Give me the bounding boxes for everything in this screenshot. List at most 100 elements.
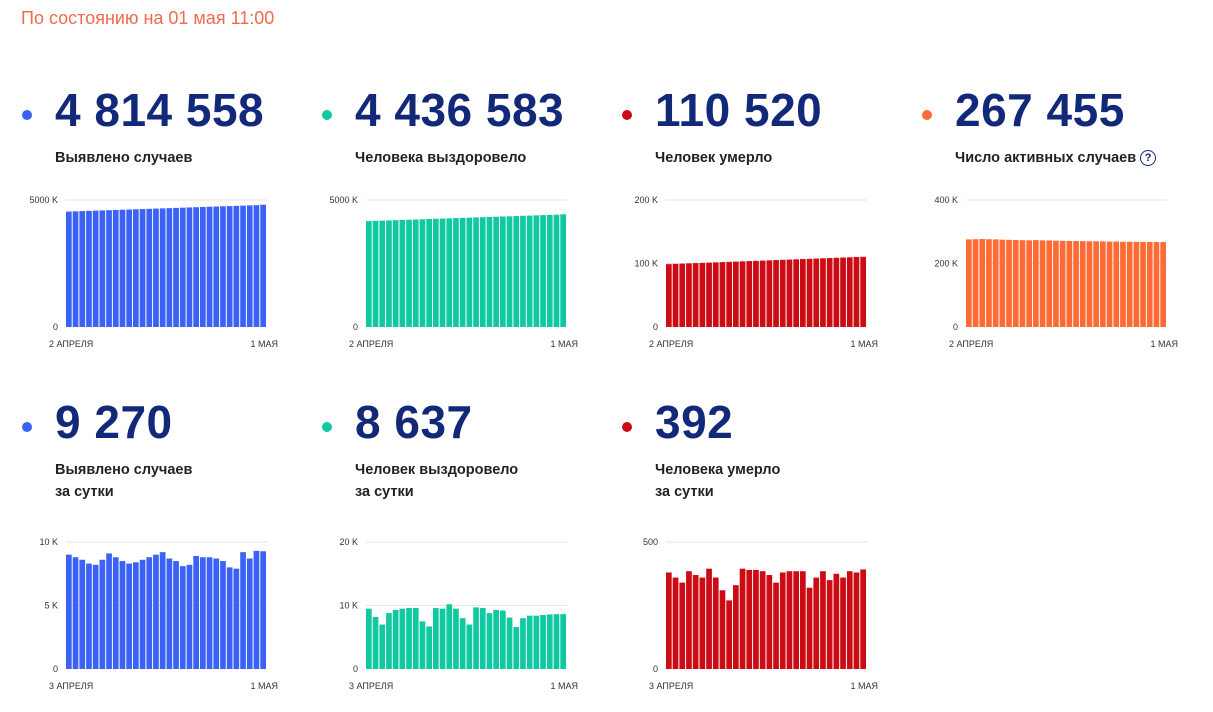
bar[interactable]: [1033, 240, 1039, 327]
bar[interactable]: [520, 618, 526, 669]
bar[interactable]: [699, 577, 706, 669]
bar[interactable]: [679, 263, 686, 327]
bar[interactable]: [826, 258, 833, 327]
bar[interactable]: [672, 577, 679, 669]
bar[interactable]: [520, 215, 526, 327]
bar[interactable]: [800, 259, 806, 327]
bar[interactable]: [79, 211, 86, 327]
bar[interactable]: [1086, 241, 1093, 327]
bar[interactable]: [726, 600, 732, 669]
bar[interactable]: [1153, 242, 1160, 327]
bar[interactable]: [806, 587, 813, 669]
bar[interactable]: [99, 210, 106, 327]
bar[interactable]: [139, 559, 146, 669]
bar[interactable]: [473, 607, 479, 669]
bar[interactable]: [706, 568, 712, 669]
bar[interactable]: [213, 558, 220, 669]
bar[interactable]: [726, 261, 732, 327]
bar[interactable]: [92, 210, 99, 327]
bar[interactable]: [139, 209, 146, 327]
bar[interactable]: [220, 561, 226, 669]
bar[interactable]: [133, 209, 139, 327]
bar[interactable]: [979, 239, 986, 327]
bar[interactable]: [119, 209, 126, 327]
bar[interactable]: [699, 262, 706, 327]
bar[interactable]: [746, 261, 753, 327]
bar[interactable]: [146, 557, 153, 669]
bar[interactable]: [366, 221, 372, 327]
bar[interactable]: [446, 218, 453, 327]
bar[interactable]: [1046, 240, 1053, 327]
bar[interactable]: [260, 551, 266, 669]
bar[interactable]: [1133, 241, 1140, 327]
bar[interactable]: [986, 239, 992, 327]
bar[interactable]: [553, 214, 560, 327]
bar[interactable]: [159, 552, 166, 669]
bar[interactable]: [392, 220, 399, 327]
bar[interactable]: [853, 257, 860, 327]
bar[interactable]: [253, 550, 260, 669]
bar[interactable]: [546, 214, 553, 327]
bar[interactable]: [733, 585, 739, 669]
bar[interactable]: [692, 575, 699, 669]
bar[interactable]: [486, 613, 493, 669]
bar[interactable]: [399, 608, 406, 669]
bar[interactable]: [712, 577, 719, 669]
bar[interactable]: [500, 610, 506, 669]
bar[interactable]: [493, 609, 499, 669]
bar[interactable]: [706, 262, 712, 327]
bar[interactable]: [779, 572, 786, 669]
bar[interactable]: [540, 215, 546, 327]
bar[interactable]: [99, 559, 106, 669]
bar[interactable]: [560, 214, 566, 327]
bar[interactable]: [999, 239, 1006, 327]
bar[interactable]: [666, 264, 672, 327]
bar[interactable]: [513, 216, 520, 327]
bar[interactable]: [72, 557, 79, 669]
bar[interactable]: [166, 208, 173, 327]
bar[interactable]: [466, 624, 473, 669]
bar[interactable]: [453, 218, 459, 327]
bar[interactable]: [379, 220, 386, 327]
bar[interactable]: [453, 608, 459, 669]
bar[interactable]: [459, 217, 466, 327]
bar[interactable]: [773, 260, 779, 327]
bar[interactable]: [679, 582, 686, 669]
bar[interactable]: [746, 569, 753, 669]
bar[interactable]: [406, 608, 412, 669]
bar[interactable]: [146, 208, 153, 327]
bar[interactable]: [560, 614, 566, 669]
bar[interactable]: [426, 219, 432, 327]
bar[interactable]: [233, 205, 240, 327]
bar[interactable]: [972, 239, 979, 327]
bar[interactable]: [366, 608, 372, 669]
bar[interactable]: [1026, 240, 1032, 327]
bar[interactable]: [106, 210, 112, 327]
bar[interactable]: [459, 618, 466, 669]
bar[interactable]: [1160, 242, 1166, 327]
bar[interactable]: [1066, 240, 1073, 327]
bar[interactable]: [840, 577, 846, 669]
bar[interactable]: [820, 571, 826, 669]
bar[interactable]: [753, 569, 759, 669]
bar[interactable]: [533, 215, 540, 327]
bar[interactable]: [526, 615, 533, 669]
bar[interactable]: [193, 207, 199, 327]
bar[interactable]: [513, 627, 520, 669]
bar[interactable]: [1006, 239, 1012, 327]
bar[interactable]: [759, 260, 766, 327]
bar[interactable]: [712, 262, 719, 327]
bar[interactable]: [426, 626, 432, 669]
bar[interactable]: [826, 580, 833, 669]
bar[interactable]: [540, 615, 546, 669]
bar[interactable]: [126, 209, 132, 327]
bar[interactable]: [733, 261, 739, 327]
bar[interactable]: [86, 210, 92, 327]
bar[interactable]: [112, 209, 119, 327]
bar[interactable]: [226, 206, 233, 327]
bar[interactable]: [106, 553, 112, 669]
bar[interactable]: [412, 219, 419, 327]
bar[interactable]: [820, 258, 826, 327]
bar[interactable]: [672, 263, 679, 327]
bar[interactable]: [92, 564, 99, 669]
